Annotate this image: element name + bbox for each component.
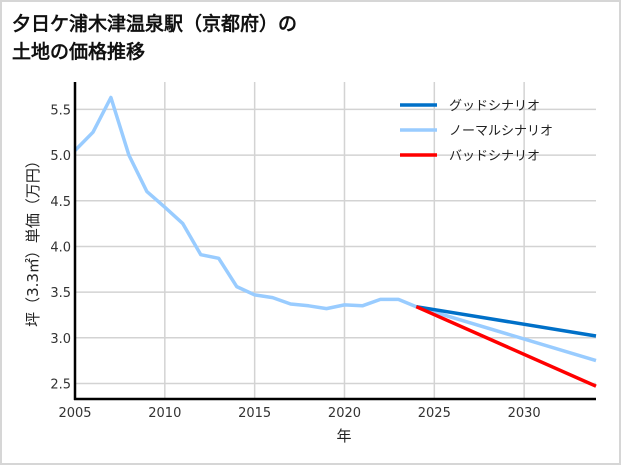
x-tick-label: 2010 — [148, 406, 181, 421]
legend-label: ノーマルシナリオ — [449, 124, 553, 139]
title-line-2: 土地の価格推移 — [12, 41, 146, 63]
y-tick-label: 4.0 — [50, 240, 71, 255]
axes — [73, 82, 596, 401]
x-tick-label: 2030 — [508, 406, 541, 421]
y-tick-label: 3.5 — [50, 286, 71, 301]
series-line — [73, 95, 417, 311]
series-line — [416, 304, 597, 338]
x-tick-label: 2005 — [58, 406, 91, 421]
x-tick-label: 2015 — [238, 406, 271, 421]
chart-title: 夕日ケ浦木津温泉駅（京都府）の 土地の価格推移 — [12, 10, 297, 66]
y-tick-label: 5.5 — [50, 103, 71, 118]
y-tick-labels: 2.5 3.0 3.5 4.0 4.5 5.0 5.5 — [50, 103, 71, 392]
grid-lines — [74, 82, 596, 399]
legend-label: グッドシナリオ — [449, 99, 540, 114]
y-tick-label: 4.5 — [50, 195, 71, 210]
title-line-1: 夕日ケ浦木津温泉駅（京都府）の — [12, 13, 298, 35]
x-tick-labels: 2005 2010 2015 2020 2025 2030 — [58, 406, 540, 421]
y-tick-label: 2.5 — [50, 377, 71, 392]
legend-label: バッドシナリオ — [449, 149, 540, 164]
y-tick-label: 3.0 — [50, 332, 71, 347]
series-line — [415, 305, 597, 363]
x-tick-label: 2020 — [328, 406, 361, 421]
x-tick-label: 2025 — [418, 406, 451, 421]
data-series — [73, 95, 597, 388]
x-axis-label: 年 — [336, 427, 351, 445]
y-axis-label: 坪（3.3㎡）単価（万円） — [24, 153, 42, 327]
series-line — [415, 305, 597, 388]
y-tick-label: 5.0 — [50, 149, 71, 164]
